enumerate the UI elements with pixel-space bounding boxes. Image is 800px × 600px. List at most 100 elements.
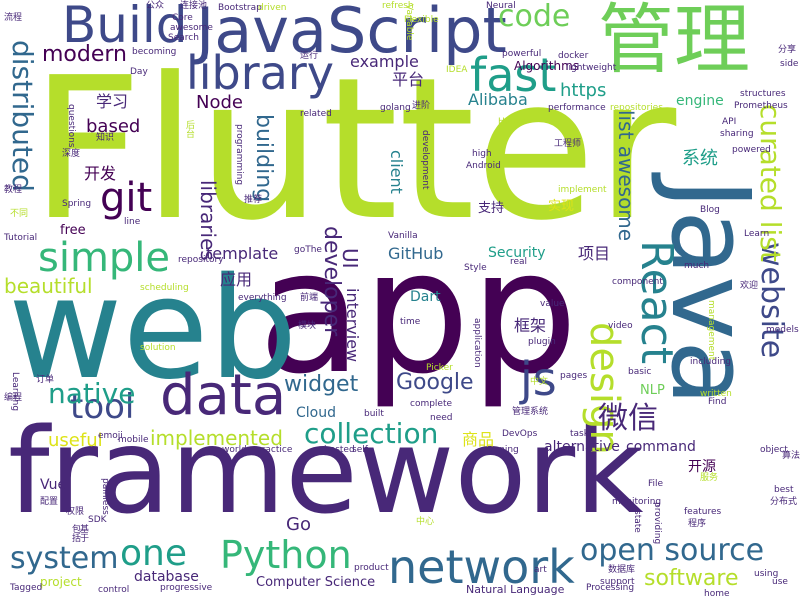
word: engine (676, 93, 724, 109)
word: list awesome (614, 110, 638, 242)
word: interview (343, 288, 362, 363)
word: object (760, 445, 788, 455)
word: simple (38, 235, 171, 281)
word: 教程 (4, 185, 23, 195)
word: Processing (586, 583, 635, 593)
word: 商品 (462, 430, 495, 449)
word: 服务 (700, 473, 719, 483)
word: state (632, 510, 642, 533)
word: monitoring (612, 497, 662, 507)
word: Picker (426, 363, 453, 373)
word: libraries (196, 180, 220, 261)
word: system (10, 541, 119, 576)
word: 分享 (778, 45, 797, 55)
word: models (766, 325, 799, 335)
word: driven (258, 3, 287, 13)
word: Prometheus (734, 101, 788, 111)
word: using (754, 569, 779, 579)
word: project (40, 575, 82, 589)
word: collection (304, 417, 439, 450)
word: Neural (486, 1, 516, 11)
word: 分布式 (770, 497, 798, 507)
word: use (772, 577, 788, 587)
word: library (186, 46, 334, 100)
word: becoming (132, 47, 177, 57)
word: painless (100, 478, 110, 515)
word: 支持 (478, 201, 505, 216)
word: related (300, 109, 332, 119)
word: performance (548, 103, 606, 113)
word: 编程 (4, 393, 23, 403)
word: Dart (410, 289, 441, 305)
word: Tagged (10, 583, 43, 593)
word: structures (740, 89, 786, 99)
word: React (631, 240, 682, 365)
word: solution (140, 343, 176, 353)
word: one (120, 533, 187, 574)
word: art (534, 565, 547, 575)
word: https (560, 80, 607, 101)
word: database (134, 569, 199, 585)
word: Learn (744, 229, 770, 239)
word: 中文 (530, 377, 549, 387)
word: 管理系统 (512, 407, 549, 417)
word: Find (708, 397, 727, 407)
word: home (704, 589, 730, 599)
word: management (706, 300, 716, 361)
word: Computer Science (256, 575, 376, 590)
word: programming (234, 124, 244, 186)
word: including (690, 357, 731, 367)
word: fast (470, 48, 557, 102)
word: Security (488, 245, 546, 261)
word: 开源 (688, 459, 716, 475)
word: web (8, 248, 298, 411)
word: software (644, 566, 739, 591)
word: developer (319, 226, 344, 337)
word: much (684, 261, 710, 271)
word: product (354, 563, 389, 573)
word: component (612, 277, 663, 287)
word: native (48, 377, 136, 410)
word: 框架 (514, 316, 547, 335)
word: 管理 (598, 0, 750, 84)
word: design (581, 322, 627, 455)
word: website (754, 242, 789, 359)
word: golang (380, 103, 411, 113)
word: Google (396, 370, 474, 395)
word: value (540, 299, 565, 309)
word: UI (338, 248, 362, 269)
word: 开发 (84, 164, 117, 183)
word: 平台 (392, 70, 425, 89)
word: progressive (160, 583, 213, 593)
word: sharing (720, 129, 754, 139)
word: refresh (382, 1, 414, 11)
word: Learning (10, 372, 20, 412)
word: self (352, 445, 368, 455)
word: goThe (294, 245, 322, 255)
word: 前端 (300, 293, 319, 303)
word: time (400, 317, 421, 327)
word: questions (66, 104, 76, 148)
word: Alibaba (468, 90, 528, 109)
word: Flutter (30, 36, 677, 264)
word: NLP (640, 383, 665, 398)
word: 模块 (298, 321, 317, 331)
word: world (222, 445, 247, 455)
word: application (472, 318, 482, 368)
word: scheduling (140, 283, 189, 293)
word: emoji (98, 431, 123, 441)
word: 推荐 (244, 195, 263, 205)
word: 学习 (96, 92, 129, 111)
word: side (780, 59, 799, 69)
word: File (648, 479, 664, 489)
word: awesome (170, 23, 213, 33)
word: building (251, 114, 276, 203)
word: based (86, 116, 141, 137)
word: Style (464, 263, 487, 273)
word: 工程师 (554, 139, 582, 149)
word: 数据库 (608, 565, 636, 575)
word: command (626, 439, 696, 455)
word: 包括 (70, 524, 80, 542)
word: 基于 (78, 524, 88, 542)
word: 运行 (300, 51, 319, 61)
